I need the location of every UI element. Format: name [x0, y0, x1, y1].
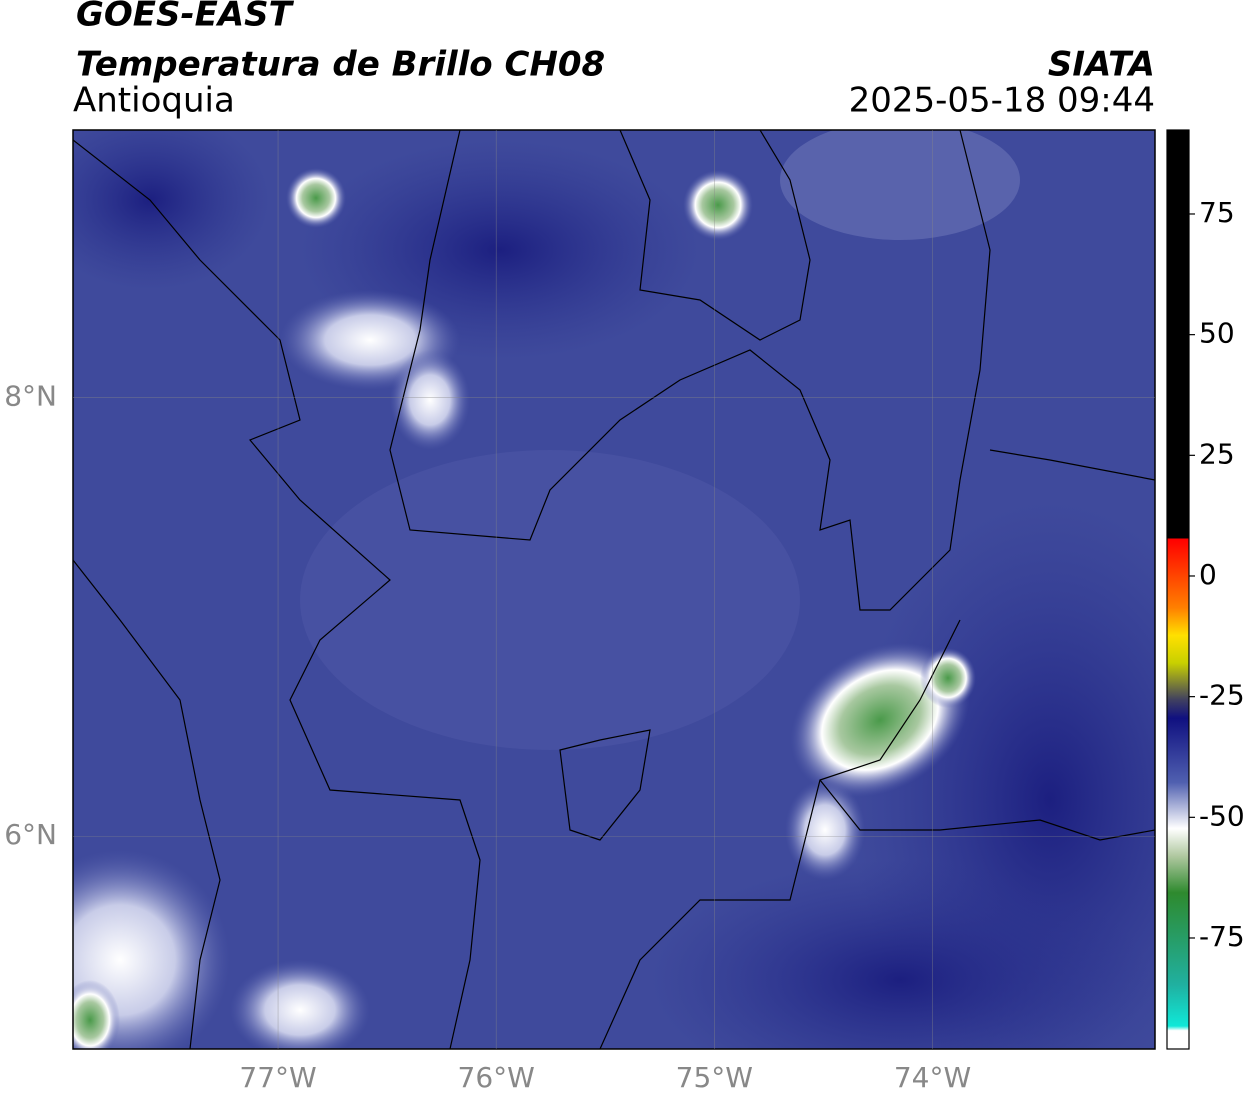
colorbar-tick-label: -50 — [1199, 799, 1245, 832]
colorbar-tick-label: 25 — [1199, 437, 1235, 470]
y-tick-label: 8°N — [4, 380, 57, 413]
colorbar-tick-label: 75 — [1199, 196, 1235, 229]
colorbar — [1166, 129, 1190, 1050]
colorbar-tick-label: -25 — [1199, 679, 1245, 712]
datetime: 2025-05-18 09:44 — [849, 81, 1155, 121]
x-tick-label: 74°W — [894, 1061, 971, 1094]
map-field — [73, 130, 1155, 1049]
colorbar-tick-label: 0 — [1199, 558, 1217, 591]
colorbar-tick-label: 50 — [1199, 317, 1235, 350]
x-tick-label: 75°W — [676, 1061, 753, 1094]
x-tick-label: 76°W — [458, 1061, 535, 1094]
y-tick-label: 6°N — [4, 818, 57, 851]
region: Antioquia — [73, 81, 235, 121]
colorbar-tick-label: -75 — [1199, 920, 1245, 953]
x-tick-label: 77°W — [239, 1061, 316, 1094]
map-frame — [72, 129, 1156, 1050]
subtitle: Temperatura de Brillo CH08 — [76, 45, 605, 85]
agency: SIATA — [1048, 45, 1155, 85]
title: GOES-EAST — [76, 0, 295, 35]
